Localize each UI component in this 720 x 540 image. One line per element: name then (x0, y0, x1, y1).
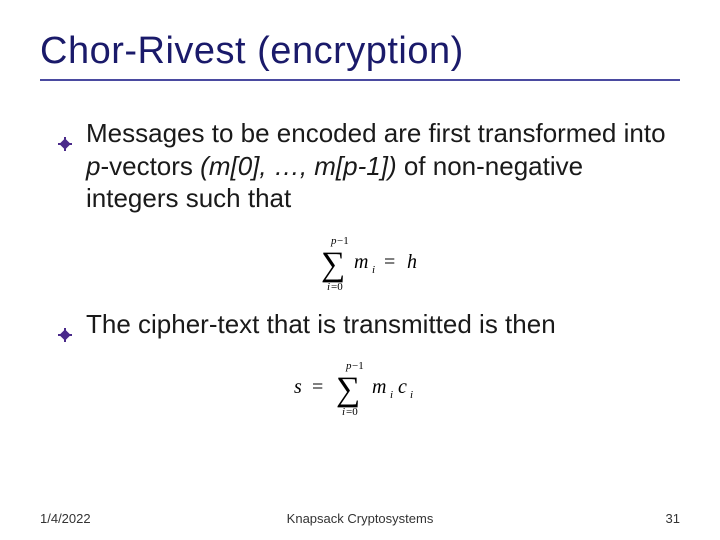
formula-sum-equals-h: p −1 ∑ i =0 m i = h (58, 233, 680, 296)
bullet-text-ital2: (m[0], …, m[p-1]) (200, 151, 396, 181)
footer-page-number: 31 (666, 511, 680, 526)
bullet-text-pre: Messages to be encoded are first transfo… (86, 118, 666, 148)
svg-text:∑: ∑ (336, 371, 360, 408)
svg-text:=0: =0 (331, 281, 343, 291)
svg-text:i: i (390, 389, 393, 401)
svg-text:∑: ∑ (321, 246, 345, 283)
title-underline (40, 79, 680, 81)
slide-title: Chor-Rivest (encryption) (40, 30, 680, 73)
slide-container: Chor-Rivest (encryption) Messages to be … (0, 0, 720, 540)
footer-topic: Knapsack Cryptosystems (287, 511, 434, 526)
footer-date: 1/4/2022 (40, 511, 91, 526)
svg-text:i: i (372, 264, 375, 276)
formula-ciphertext-s: s = p −1 ∑ i =0 m i c i (58, 358, 680, 421)
bullet-item: Messages to be encoded are first transfo… (58, 117, 680, 215)
svg-text:i: i (342, 406, 345, 416)
svg-text:=0: =0 (346, 406, 358, 416)
diamond-bullet-icon (58, 317, 72, 331)
bullet-text-ital1: p (86, 151, 100, 181)
svg-text:m: m (372, 376, 386, 398)
bullet-item: The cipher-text that is transmitted is t… (58, 308, 680, 341)
svg-text:m: m (354, 251, 368, 273)
svg-text:=: = (384, 251, 395, 273)
svg-text:i: i (410, 389, 413, 401)
svg-text:i: i (327, 281, 330, 291)
slide-footer: 1/4/2022 Knapsack Cryptosystems 31 (40, 511, 680, 526)
bullet-text-mid1: -vectors (100, 151, 200, 181)
svg-text:h: h (407, 251, 417, 273)
svg-text:s: s (294, 376, 302, 398)
svg-text:=: = (312, 376, 323, 398)
content-area: Messages to be encoded are first transfo… (40, 117, 680, 421)
svg-text:c: c (398, 376, 407, 398)
bullet-text-pre: The cipher-text that is transmitted is t… (86, 309, 556, 339)
diamond-bullet-icon (58, 126, 72, 140)
